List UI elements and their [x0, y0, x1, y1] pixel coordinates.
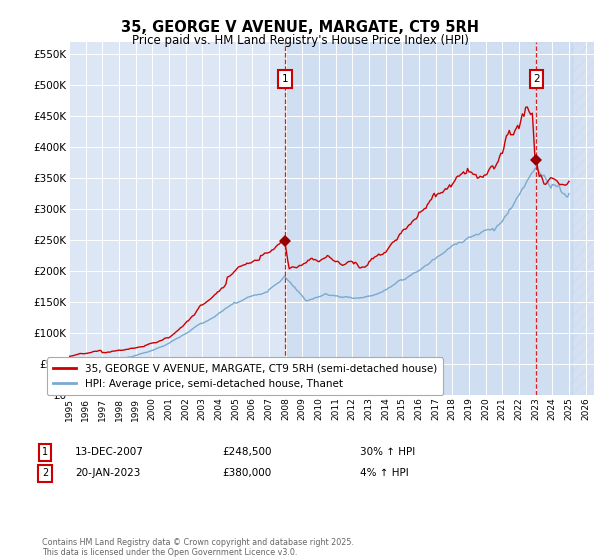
Text: 35, GEORGE V AVENUE, MARGATE, CT9 5RH: 35, GEORGE V AVENUE, MARGATE, CT9 5RH: [121, 20, 479, 35]
Text: £248,500: £248,500: [222, 447, 271, 458]
Text: 13-DEC-2007: 13-DEC-2007: [75, 447, 144, 458]
Bar: [572, 42, 594, 395]
Text: 30% ↑ HPI: 30% ↑ HPI: [360, 447, 415, 458]
Legend: 35, GEORGE V AVENUE, MARGATE, CT9 5RH (semi-detached house), HPI: Average price,: 35, GEORGE V AVENUE, MARGATE, CT9 5RH (s…: [47, 357, 443, 395]
Text: 4% ↑ HPI: 4% ↑ HPI: [360, 468, 409, 478]
Bar: [286, 42, 572, 395]
Text: 1: 1: [281, 74, 288, 84]
Text: 2: 2: [42, 468, 48, 478]
Text: Contains HM Land Registry data © Crown copyright and database right 2025.
This d: Contains HM Land Registry data © Crown c…: [42, 538, 354, 557]
Text: 1: 1: [42, 447, 48, 458]
Text: 2: 2: [533, 74, 540, 84]
Text: £380,000: £380,000: [222, 468, 271, 478]
Text: 20-JAN-2023: 20-JAN-2023: [75, 468, 140, 478]
Text: Price paid vs. HM Land Registry's House Price Index (HPI): Price paid vs. HM Land Registry's House …: [131, 34, 469, 46]
